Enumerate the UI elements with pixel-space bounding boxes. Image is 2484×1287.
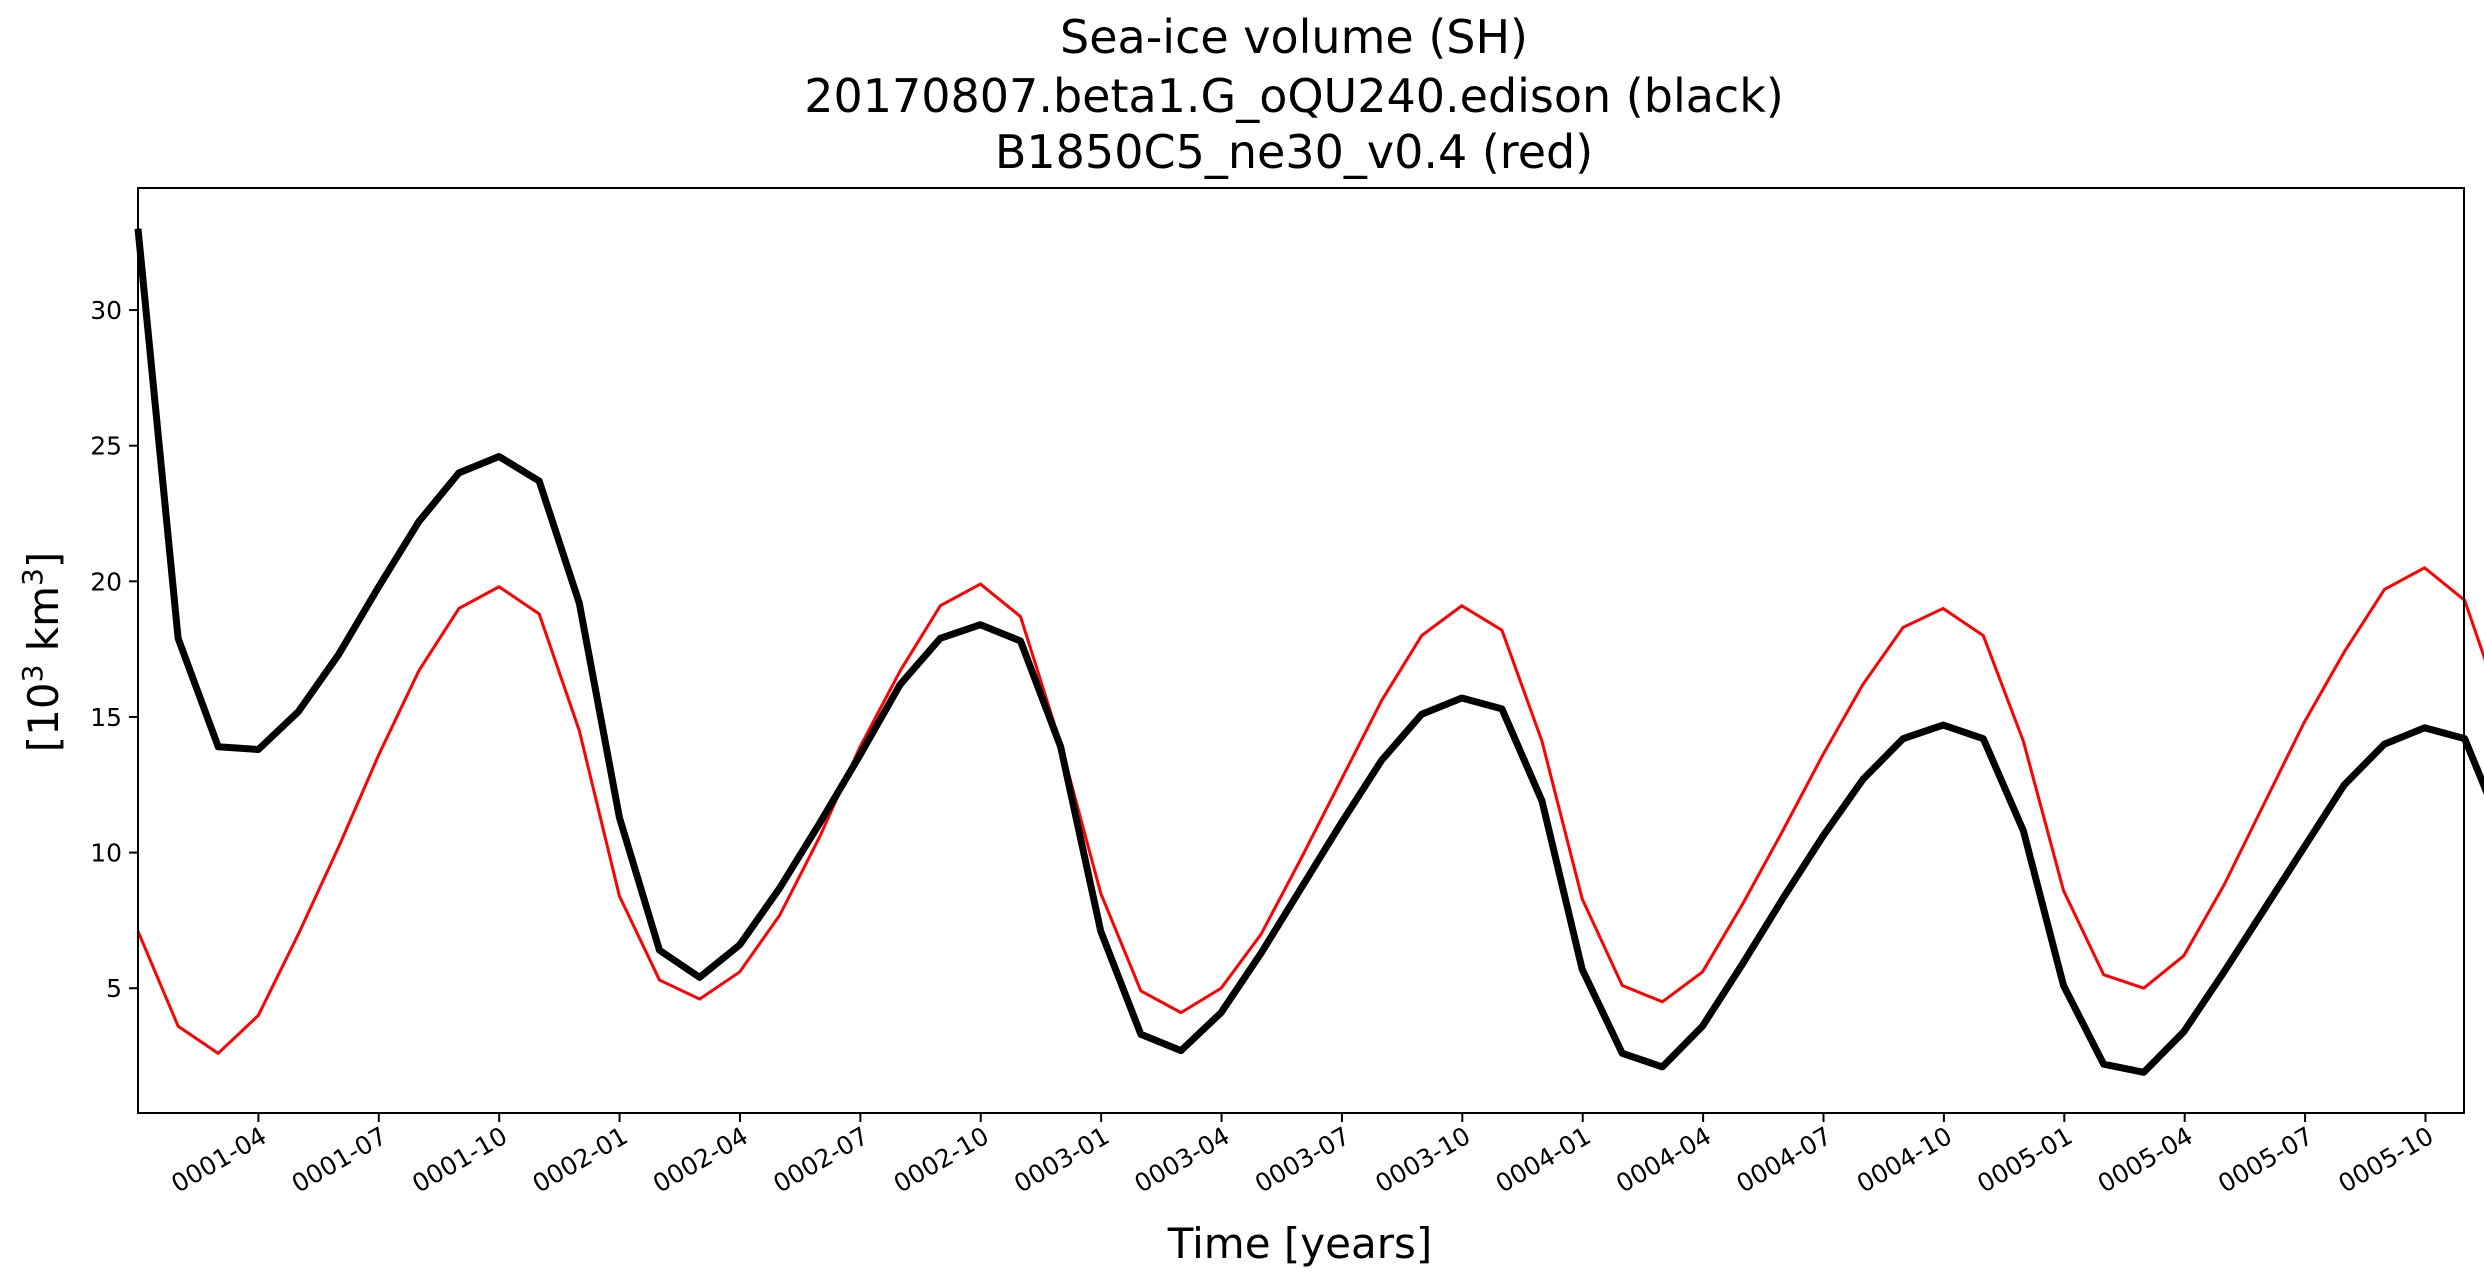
y-axis-label-exponent: 3 <box>16 665 49 683</box>
y-tick-label: 10 <box>90 839 122 868</box>
y-axis-label-close: ] <box>19 552 68 568</box>
y-tick-label: 5 <box>106 974 122 1003</box>
series-line-red <box>136 566 2484 1055</box>
series-line-black <box>134 228 2484 1076</box>
chart-title-line-1: Sea-ice volume (SH) <box>1060 10 1528 64</box>
y-tick-label: 15 <box>90 703 122 732</box>
y-axis-label-base: [10 <box>19 682 68 752</box>
y-axis-label: [103 km3] <box>16 552 68 752</box>
series-layer <box>134 228 2484 1076</box>
y-tick-label: 25 <box>90 432 122 461</box>
chart-title-line-3: B1850C5_ne30_v0.4 (red) <box>995 125 1593 179</box>
y-tick-label: 20 <box>90 567 122 596</box>
plot-frame <box>137 187 2465 1114</box>
y-axis-label-unit: km <box>19 586 68 665</box>
y-axis-ticks: 5 10 15 20 25 30 <box>90 296 138 1003</box>
y-tick-label: 30 <box>90 296 122 325</box>
chart-title-line-2: 20170807.beta1.G_oQU240.edison (black) <box>804 69 1784 123</box>
y-axis-label-unit-exponent: 3 <box>16 568 49 586</box>
x-axis-label: Time [years] <box>1167 1219 1433 1268</box>
